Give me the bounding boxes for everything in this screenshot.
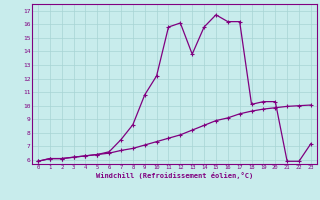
X-axis label: Windchill (Refroidissement éolien,°C): Windchill (Refroidissement éolien,°C) — [96, 172, 253, 179]
